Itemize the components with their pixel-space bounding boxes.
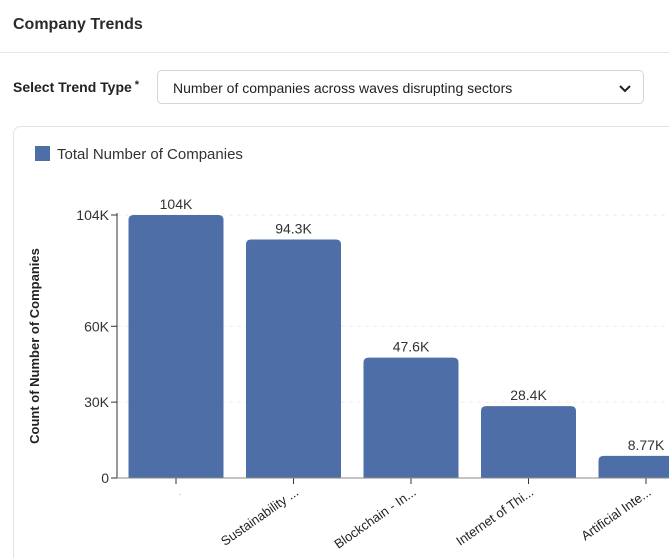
- data-label: 104K: [160, 196, 193, 212]
- x-tick-label: Artificial Inte...: [578, 484, 653, 543]
- x-tick-label: Internet of Thi...: [453, 484, 536, 548]
- bar: [128, 215, 224, 478]
- data-label: 94.3K: [275, 221, 312, 237]
- legend-item[interactable]: Total Number of Companies: [35, 146, 243, 163]
- x-tick-label: .: [172, 484, 184, 498]
- trend-type-label-text: Select Trend Type: [13, 79, 132, 95]
- y-tick-label: 104K: [76, 207, 109, 223]
- data-label: 47.6K: [393, 339, 430, 355]
- y-tick-label: 60K: [84, 318, 110, 334]
- data-label: 8.77K: [628, 437, 665, 453]
- y-tick-label: 30K: [84, 394, 110, 410]
- required-mark: *: [134, 79, 140, 91]
- legend-swatch: [35, 146, 50, 161]
- page-title: Company Trends: [13, 16, 143, 33]
- chart-card: [13, 126, 669, 558]
- y-tick-label: 0: [101, 470, 109, 486]
- header: Company Trends: [0, 0, 669, 53]
- legend-label: Total Number of Companies: [57, 146, 243, 163]
- chevron-down-icon: [619, 85, 631, 93]
- data-label: 28.4K: [510, 387, 547, 403]
- trend-type-label: Select Trend Type *: [13, 79, 139, 95]
- y-axis-title: Count of Number of Companies: [27, 248, 42, 444]
- bar: [246, 239, 341, 478]
- x-tick-label: Sustainability ...: [218, 484, 301, 549]
- trend-type-select[interactable]: Number of companies across waves disrupt…: [157, 70, 644, 104]
- trend-type-value: Number of companies across waves disrupt…: [173, 80, 513, 96]
- x-tick-label: Blockchain - In...: [331, 484, 418, 551]
- bar: [598, 455, 669, 478]
- bar: [363, 357, 459, 478]
- bar: [481, 406, 576, 478]
